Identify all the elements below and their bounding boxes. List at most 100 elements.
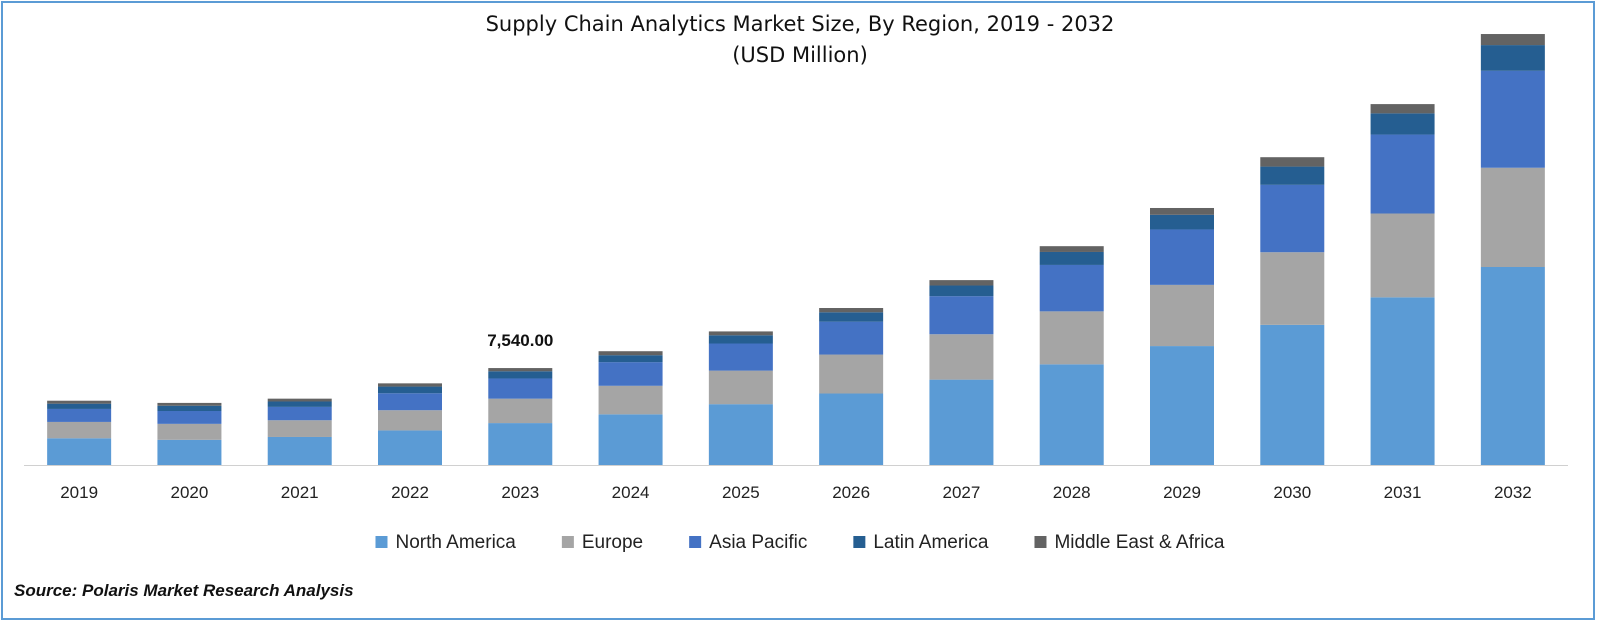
bar-2024-north-america (598, 414, 663, 465)
bar-2027-middle-east-africa (929, 280, 994, 286)
bar-2032-europe (1480, 167, 1545, 267)
bar-2031-north-america (1370, 297, 1435, 465)
x-tick-label: 2023 (501, 483, 539, 502)
bar-2025-asia-pacific (708, 343, 773, 371)
bar-2026-latin-america (819, 312, 884, 322)
x-tick-label: 2024 (612, 483, 650, 502)
x-tick-label: 2025 (722, 483, 760, 502)
bar-2019-middle-east-africa (47, 400, 112, 404)
bar-2021-europe (267, 420, 332, 437)
chart-subtitle: (USD Million) (732, 43, 868, 67)
bar-2025-north-america (708, 404, 773, 465)
bar-2029-middle-east-africa (1150, 207, 1214, 215)
bar-2019-latin-america (47, 403, 112, 409)
bar-2029-europe (1150, 284, 1214, 347)
bar-2028-asia-pacific (1039, 264, 1104, 312)
bar-2024-latin-america (598, 355, 663, 363)
x-tick-label: 2021 (281, 483, 319, 502)
source-note: Source: Polaris Market Research Analysis (14, 581, 354, 600)
bar-2031-asia-pacific (1370, 134, 1435, 214)
bar-2019-north-america (47, 438, 112, 465)
bar-2028-middle-east-africa (1039, 246, 1104, 252)
x-tick-label: 2022 (391, 483, 429, 502)
bar-2030-europe (1260, 252, 1325, 325)
legend-label: Europe (582, 532, 643, 553)
bar-2029-latin-america (1150, 214, 1214, 230)
bar-2025-middle-east-africa (708, 331, 773, 336)
bar-2022-middle-east-africa (378, 383, 442, 387)
legend-label: Middle East & Africa (1054, 532, 1224, 553)
bar-2032-latin-america (1480, 45, 1545, 71)
bar-2030-asia-pacific (1260, 184, 1325, 253)
bar-2027-north-america (929, 379, 994, 465)
legend-swatch (689, 536, 702, 548)
chart-title: Supply Chain Analytics Market Size, By R… (485, 12, 1115, 36)
bar-2031-middle-east-africa (1370, 104, 1435, 114)
legend-swatch (561, 536, 574, 548)
bar-2022-north-america (378, 430, 442, 465)
bar-2030-latin-america (1260, 166, 1325, 185)
legend-label: Asia Pacific (709, 532, 807, 553)
bar-2030-middle-east-africa (1260, 157, 1325, 167)
bar-2021-north-america (267, 436, 332, 465)
legend-label: North America (395, 532, 516, 553)
bar-2022-asia-pacific (378, 393, 442, 411)
bar-2030-north-america (1260, 324, 1325, 465)
bar-2019-asia-pacific (47, 408, 112, 422)
bar-2026-middle-east-africa (819, 308, 884, 313)
data-label: 7,540.00 (487, 331, 553, 350)
x-tick-label: 2020 (171, 483, 209, 502)
bar-2020-latin-america (157, 405, 222, 411)
bar-2029-north-america (1150, 346, 1214, 465)
bar-2025-latin-america (708, 335, 773, 344)
bar-2021-latin-america (267, 401, 332, 407)
x-tick-label: 2030 (1273, 483, 1311, 502)
x-tick-label: 2027 (943, 483, 981, 502)
bar-2024-europe (598, 385, 663, 415)
bar-2024-middle-east-africa (598, 351, 663, 356)
bar-2020-north-america (157, 439, 222, 465)
bar-2024-asia-pacific (598, 362, 663, 386)
bar-2023-middle-east-africa (488, 368, 553, 372)
bar-2028-europe (1039, 311, 1104, 365)
bar-2020-europe (157, 423, 222, 440)
bar-2031-europe (1370, 213, 1435, 298)
bar-2021-middle-east-africa (267, 398, 332, 402)
legend-swatch (853, 536, 866, 548)
bar-2021-asia-pacific (267, 406, 332, 421)
x-tick-label: 2032 (1494, 483, 1532, 502)
bar-2023-north-america (488, 423, 553, 465)
bar-2031-latin-america (1370, 113, 1435, 135)
bar-2023-asia-pacific (488, 378, 553, 399)
bar-2027-asia-pacific (929, 296, 994, 335)
bar-2023-latin-america (488, 371, 553, 379)
x-tick-label: 2028 (1053, 483, 1091, 502)
bar-2022-latin-america (378, 386, 442, 394)
bar-2026-north-america (819, 393, 884, 465)
x-tick-label: 2029 (1163, 483, 1201, 502)
bar-2020-middle-east-africa (157, 402, 222, 406)
bar-2028-latin-america (1039, 251, 1104, 265)
bar-2026-europe (819, 354, 884, 394)
bar-2022-europe (378, 410, 442, 431)
bar-2023-europe (488, 398, 553, 424)
bar-2029-asia-pacific (1150, 229, 1214, 285)
bar-2028-north-america (1039, 364, 1104, 465)
bar-2027-latin-america (929, 285, 994, 297)
legend-label: Latin America (873, 532, 989, 553)
legend-swatch (375, 536, 388, 548)
x-tick-label: 2026 (832, 483, 870, 502)
bar-2025-europe (708, 370, 773, 405)
bar-2020-asia-pacific (157, 411, 222, 424)
x-tick-label: 2019 (60, 483, 98, 502)
bar-2032-asia-pacific (1480, 70, 1545, 168)
legend-swatch (1034, 536, 1047, 548)
x-tick-label: 2031 (1384, 483, 1422, 502)
bar-2019-europe (47, 421, 112, 439)
bar-2026-asia-pacific (819, 321, 884, 355)
bar-2032-north-america (1480, 267, 1545, 465)
bar-2032-middle-east-africa (1480, 34, 1545, 46)
bar-2027-europe (929, 334, 994, 380)
